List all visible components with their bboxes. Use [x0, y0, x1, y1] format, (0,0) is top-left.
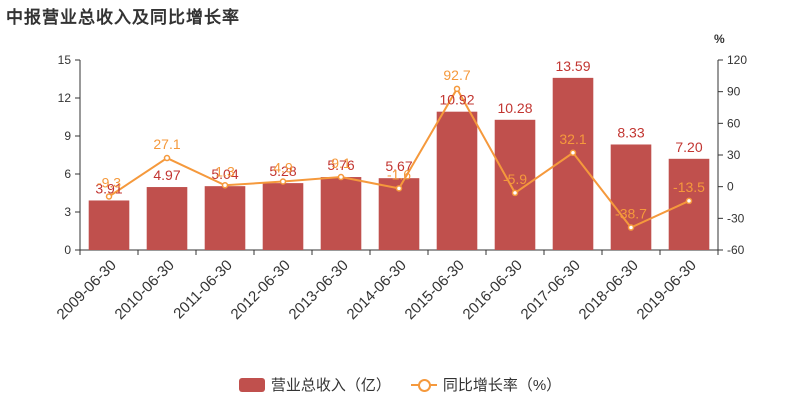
growth-value-label: -5.9 [503, 171, 527, 187]
growth-value-label: 27.1 [153, 136, 180, 152]
x-tick-label: 2011-06-30 [170, 257, 235, 322]
bar-series [88, 77, 710, 251]
bar [146, 187, 188, 250]
bar [320, 177, 362, 250]
growth-point [453, 85, 461, 93]
legend-item-revenue[interactable]: 营业总收入（亿） [238, 374, 391, 395]
y-right-tick-label: -60 [727, 243, 745, 257]
y-right-tick-label: 30 [727, 148, 741, 162]
x-tick-label: 2010-06-30 [112, 257, 178, 323]
growth-value-label: 4.9 [273, 159, 293, 175]
y-left-tick-label: 6 [64, 167, 71, 181]
y-left-tick-label: 9 [64, 129, 71, 143]
y-left-tick-label: 0 [64, 243, 71, 257]
bar-value-label: 5.76 [327, 157, 354, 173]
y-right-tick-label: 90 [727, 85, 741, 99]
x-tick-label: 2014-06-30 [344, 257, 410, 323]
bar [668, 158, 710, 250]
data-labels: 3.91 4.97 5.04 5.28 5.76 5.67 10.92 10.28 13.59 8… [95, 58, 705, 222]
growth-value-label: 32.1 [559, 131, 586, 147]
y-left-tick-label: 15 [58, 53, 72, 67]
growth-value-label: -9.3 [97, 174, 121, 190]
growth-point [569, 149, 577, 157]
y-right-tick-label: 120 [727, 53, 747, 67]
growth-point [105, 193, 113, 200]
bar-value-label: 10.92 [439, 92, 474, 108]
bar-value-label: 5.04 [211, 166, 238, 182]
growth-point [685, 197, 693, 205]
legend: 营业总收入（亿） 同比增长率（%） [0, 374, 800, 395]
growth-point [221, 182, 229, 189]
bar [552, 77, 594, 250]
x-tick-label: 2015-06-30 [402, 257, 468, 323]
x-tick-label: 2019-06-30 [634, 257, 700, 323]
growth-value-label: -13.5 [673, 179, 705, 195]
legend-line-swatch [410, 378, 437, 392]
bar-value-label: 13.59 [555, 58, 590, 74]
chart-title: 中报营业总收入及同比增长率 [6, 8, 240, 27]
bar [262, 183, 304, 250]
bar [204, 186, 246, 250]
bar [494, 119, 536, 250]
growth-value-label: 9.1 [331, 155, 351, 171]
y-right-tick-label: -30 [727, 211, 745, 225]
x-tick-label: 2017-06-30 [518, 257, 584, 323]
y-right-unit-label: % [714, 32, 725, 46]
legend-label-revenue: 营业总收入（亿） [270, 377, 391, 394]
y-left-tick-label: 3 [64, 205, 71, 219]
y-right-tick-label: 60 [727, 116, 741, 130]
bar [610, 144, 652, 250]
bar-value-label: 7.20 [675, 139, 702, 155]
y-right-tick-label: 0 [727, 180, 734, 194]
bar-value-label: 3.91 [95, 180, 122, 196]
growth-point [627, 224, 635, 231]
bar-value-label: 10.28 [497, 100, 532, 116]
x-tick-label: 2016-06-30 [460, 257, 526, 323]
bar-value-label: 5.67 [385, 158, 412, 174]
line-series [105, 85, 693, 231]
bar-value-label: 5.28 [269, 163, 296, 179]
growth-point [337, 173, 345, 181]
bar-value-label: 4.97 [153, 167, 180, 183]
legend-label-growth: 同比增长率（%） [442, 377, 562, 394]
growth-value-label: -38.7 [615, 206, 647, 222]
growth-point [395, 185, 403, 192]
x-tick-label: 2013-06-30 [286, 257, 352, 323]
growth-point [279, 178, 287, 185]
legend-item-growth[interactable]: 同比增长率（%） [410, 374, 562, 395]
bar-value-label: 8.33 [617, 124, 644, 140]
growth-value-label: 1.3 [215, 163, 235, 179]
y-left-tick-label: 12 [58, 91, 72, 105]
x-tick-label: 2009-06-30 [54, 257, 120, 323]
growth-point [163, 154, 171, 162]
legend-bar-swatch [238, 377, 265, 392]
bar [88, 200, 130, 250]
growth-value-label: 92.7 [443, 67, 470, 83]
x-tick-label: 2018-06-30 [576, 257, 642, 323]
growth-point [511, 189, 519, 197]
growth-value-label: -1.6 [387, 166, 411, 182]
x-tick-label: 2012-06-30 [228, 257, 294, 323]
bar [436, 111, 478, 251]
